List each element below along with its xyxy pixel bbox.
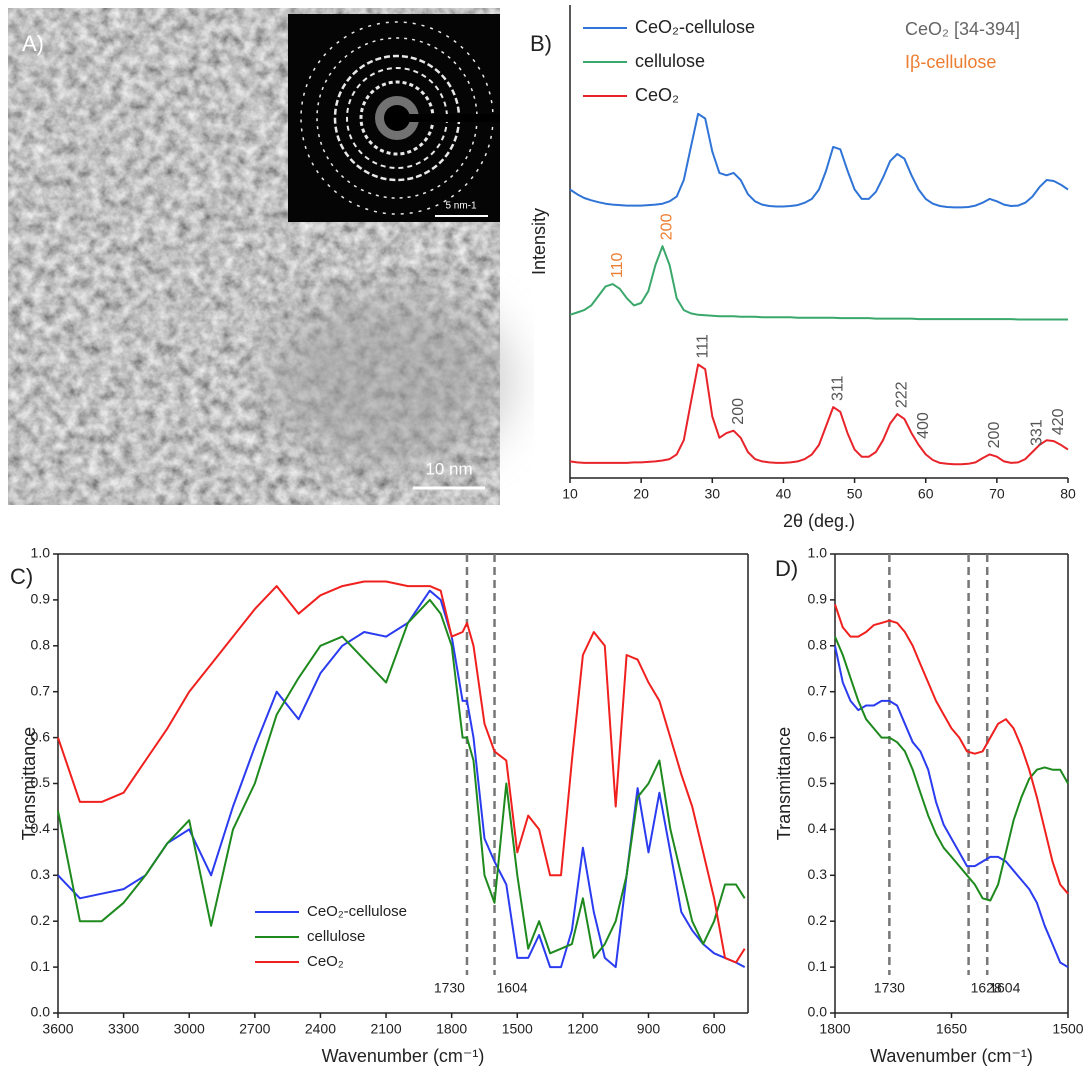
x-axis-title: 2θ (deg.) [783, 511, 855, 531]
series-line [834, 604, 1069, 895]
x-tick-label: 20 [633, 486, 649, 502]
legend-label: CeO₂ [307, 953, 344, 970]
reference-label: 1604 [989, 980, 1020, 996]
peak-label: 200 [986, 422, 1003, 449]
series-line [57, 580, 746, 964]
y-axis-title: Intensity [529, 208, 549, 275]
x-tick-label: 1800 [436, 1021, 467, 1037]
x-tick-label: 1650 [936, 1021, 967, 1037]
x-tick-label: 1800 [819, 1021, 850, 1037]
y-tick-label: 0.5 [808, 774, 828, 790]
annotation: Iβ-cellulose [905, 52, 996, 72]
panel-label: B) [530, 31, 552, 56]
y-tick-label: 0.8 [808, 637, 828, 653]
panel-label: A) [22, 31, 44, 56]
x-tick-label: 600 [702, 1021, 726, 1037]
x-tick-label: 3600 [42, 1021, 73, 1037]
legend-label: CeO₂ [635, 85, 679, 105]
x-axis-title: Wavenumber (cm⁻¹) [322, 1046, 485, 1066]
y-tick-label: 0.0 [808, 1004, 828, 1020]
reference-label: 1604 [497, 980, 528, 996]
series-line [57, 589, 746, 969]
legend-label: cellulose [635, 51, 705, 71]
y-tick-label: 0.6 [31, 728, 51, 744]
peak-label: 311 [829, 375, 846, 401]
tem-image: 5 nm-1 10 nm A) [8, 8, 510, 505]
y-tick-label: 0.4 [31, 820, 51, 836]
y-tick-label: 1.0 [808, 545, 828, 561]
x-axis-title: Wavenumber (cm⁻¹) [870, 1046, 1033, 1066]
annotation: CeO₂ [34-394] [905, 19, 1020, 39]
x-tick-label: 10 [562, 486, 578, 502]
peak-label: 200 [730, 398, 747, 425]
x-tick-label: 50 [847, 486, 863, 502]
y-tick-label: 0.5 [31, 774, 51, 790]
peak-label: 420 [1050, 408, 1067, 435]
y-tick-label: 1.0 [31, 545, 51, 561]
reference-label: 1730 [874, 980, 905, 996]
x-tick-label: 1500 [1052, 1021, 1083, 1037]
peak-label: 400 [915, 412, 932, 439]
y-tick-label: 0.6 [808, 728, 828, 744]
x-tick-label: 2700 [239, 1021, 270, 1037]
y-tick-label: 0.1 [31, 958, 51, 974]
beam-stop-disc [384, 105, 410, 131]
y-axis-title: Transmittance [774, 727, 794, 840]
x-tick-label: 30 [704, 486, 720, 502]
series-line [569, 112, 1069, 209]
inset-scale-label: 5 nm-1 [445, 201, 477, 212]
amorphous-region [270, 290, 510, 470]
series-line [569, 245, 1068, 321]
peak-label: 222 [893, 381, 910, 408]
y-tick-label: 0.9 [31, 591, 51, 607]
y-tick-label: 0.7 [31, 682, 51, 698]
y-tick-label: 0.9 [808, 591, 828, 607]
y-tick-label: 0.7 [808, 682, 828, 698]
legend-label: cellulose [307, 928, 365, 945]
peak-label: 200 [659, 213, 676, 240]
y-tick-label: 0.3 [31, 866, 51, 882]
reference-label: 1628 [971, 980, 1002, 996]
peak-label: 111 [694, 334, 711, 358]
series-line [57, 598, 746, 959]
y-tick-label: 0.3 [808, 866, 828, 882]
y-tick-label: 0.8 [31, 637, 51, 653]
x-tick-label: 70 [989, 486, 1005, 502]
series-line [569, 363, 1069, 466]
x-tick-label: 2400 [305, 1021, 336, 1037]
y-tick-label: 0.4 [808, 820, 828, 836]
series-line [834, 645, 1069, 968]
x-tick-label: 1200 [567, 1021, 598, 1037]
x-tick-label: 60 [918, 486, 934, 502]
x-tick-label: 2100 [370, 1021, 401, 1037]
y-tick-label: 0.1 [808, 958, 828, 974]
y-tick-label: 0.2 [31, 912, 51, 928]
y-axis-title: Transmittance [19, 727, 39, 840]
legend-label: CeO₂-cellulose [307, 903, 407, 920]
peak-label: 331 [1029, 419, 1046, 446]
reference-label: 1730 [434, 980, 465, 996]
x-tick-label: 1500 [502, 1021, 533, 1037]
x-tick-label: 900 [637, 1021, 661, 1037]
peak-label: 110 [609, 252, 626, 278]
x-tick-label: 3300 [108, 1021, 139, 1037]
x-tick-label: 80 [1060, 486, 1076, 502]
legend-label: CeO₂-cellulose [635, 17, 755, 37]
series-line [834, 636, 1069, 902]
y-tick-label: 0.2 [808, 912, 828, 928]
beam-stop [397, 114, 500, 122]
scale-label: 10 nm [425, 459, 472, 478]
panel-label: C) [10, 564, 33, 589]
y-tick-label: 0.0 [31, 1004, 51, 1020]
x-tick-label: 3000 [174, 1021, 205, 1037]
x-tick-label: 40 [776, 486, 792, 502]
panel-label: D) [775, 556, 798, 581]
